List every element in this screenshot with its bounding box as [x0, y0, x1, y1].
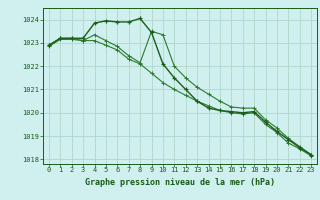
X-axis label: Graphe pression niveau de la mer (hPa): Graphe pression niveau de la mer (hPa) — [85, 178, 275, 187]
